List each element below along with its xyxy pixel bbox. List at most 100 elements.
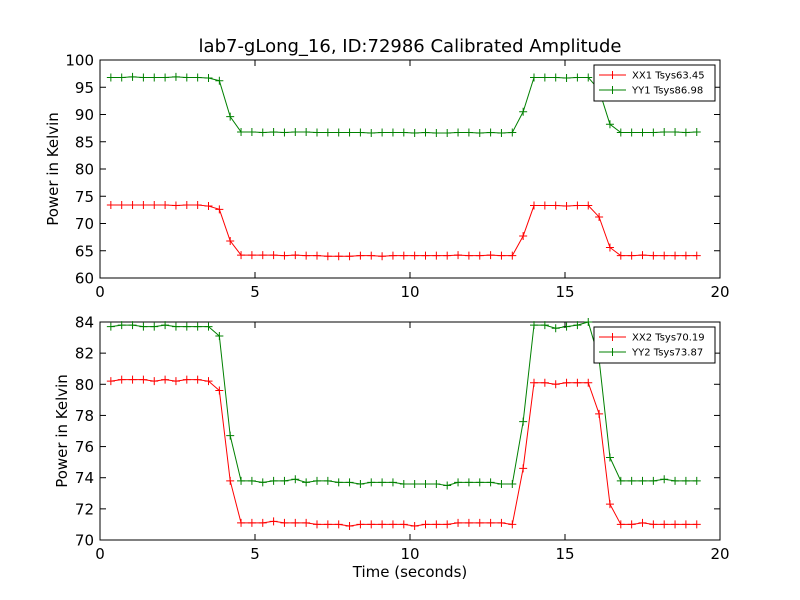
bottom-series-0-point-4 — [150, 377, 159, 386]
top-series-1-point-37 — [508, 128, 517, 137]
top-series-1-point-8 — [193, 73, 202, 82]
bottom-series-1-point-31 — [443, 481, 452, 490]
bottom-series-0-point-48 — [627, 520, 636, 529]
bottom-series-0-point-8 — [193, 375, 202, 384]
top-series-0-point-47 — [616, 251, 625, 260]
top-series-1-point-48 — [627, 128, 636, 137]
bottom-series-1-point-25 — [378, 478, 387, 487]
bottom-series-1-point-5 — [161, 321, 170, 330]
bottom-series-0-point-13 — [247, 518, 256, 527]
bottom-series-0-point-21 — [334, 520, 343, 529]
top-series-0-point-25 — [378, 252, 387, 261]
top-series-0-point-52 — [671, 251, 680, 260]
bottom-series-1-point-8 — [193, 322, 202, 331]
top-series-1-point-50 — [649, 128, 658, 137]
top-series-1-point-36 — [497, 129, 506, 138]
bottom-series-1-point-49 — [638, 476, 647, 485]
bottom-series-0-point-39 — [530, 378, 538, 387]
top-y-tick-label-1: 65 — [75, 242, 94, 260]
bottom-series-0-point-20 — [323, 520, 332, 529]
top-series-1-point-44 — [584, 73, 593, 82]
top-series-0-point-24 — [367, 251, 376, 260]
top-subplot: lab7-gLong_16, ID:72986 Calibrated Ampli… — [44, 36, 730, 301]
top-y-tick-label-0: 60 — [75, 270, 94, 288]
top-series-0-point-49 — [638, 251, 647, 260]
bottom-x-tick-label-3: 15 — [555, 545, 574, 563]
bottom-series-0-point-43 — [573, 378, 582, 387]
bottom-series-0-point-0 — [106, 377, 115, 386]
bottom-series-1-point-13 — [247, 476, 256, 485]
top-series-1-point-28 — [410, 129, 419, 138]
bottom-series-0-point-34 — [475, 518, 484, 527]
top-series-1-point-32 — [454, 128, 463, 137]
bottom-series-0-point-7 — [182, 375, 191, 384]
bottom-series-0-point-27 — [399, 520, 408, 529]
top-series-1-point-26 — [388, 128, 397, 137]
top-series-1-point-4 — [150, 73, 159, 82]
top-series-1-point-21 — [334, 128, 343, 137]
top-series-0-point-26 — [388, 251, 397, 260]
bottom-series-0-point-24 — [367, 520, 376, 529]
top-series-1-point-12 — [237, 127, 246, 136]
top-series-0-point-45 — [595, 212, 604, 221]
bottom-series-1-point-38 — [519, 417, 528, 426]
top-legend-box — [593, 64, 716, 102]
top-series-1-point-23 — [356, 128, 365, 137]
top-series-1-point-34 — [475, 129, 484, 138]
top-series-1-point-24 — [367, 129, 376, 138]
bottom-y-tick-label-2: 74 — [75, 469, 94, 487]
top-legend: XX1 Tsys63.45 YY1 Tsys86.98 — [593, 64, 716, 102]
bottom-series-0-point-31 — [443, 520, 452, 529]
bottom-series-1-point-16 — [280, 476, 289, 485]
bottom-x-axis-label: Time (seconds) — [352, 563, 468, 581]
top-legend-label-xx1: XX1 Tsys63.45 — [632, 71, 705, 82]
top-series-1-point-19 — [313, 128, 321, 137]
top-series-1-point-9 — [204, 73, 213, 82]
bottom-series-1-point-17 — [291, 475, 300, 484]
bottom-series-0-point-42 — [562, 378, 571, 387]
top-series-0-point-7 — [182, 200, 191, 209]
top-series-0-point-2 — [128, 200, 137, 209]
top-series-1-point-49 — [638, 128, 647, 137]
top-y-tick-label-6: 90 — [75, 106, 94, 124]
top-y-tick-label-5: 85 — [75, 133, 94, 151]
top-series-1-point-6 — [171, 72, 180, 81]
bottom-series-0-point-47 — [616, 520, 625, 529]
top-series-0-point-0 — [106, 200, 115, 209]
top-series-0-point-50 — [649, 251, 658, 260]
top-y-tick-label-2: 70 — [75, 215, 94, 233]
top-series-0-point-54 — [692, 251, 701, 260]
top-series-0-point-34 — [475, 251, 484, 260]
top-chart-title: lab7-gLong_16, ID:72986 Calibrated Ampli… — [199, 36, 622, 57]
top-series-0-point-10 — [215, 205, 224, 214]
bottom-y-tick-label-3: 76 — [75, 438, 94, 456]
top-series-1-point-13 — [247, 127, 256, 136]
top-series-0-point-36 — [497, 251, 506, 260]
bottom-series-0-point-36 — [497, 518, 506, 527]
bottom-x-tick-label-1: 5 — [250, 545, 260, 563]
bottom-series-1-point-37 — [508, 479, 517, 488]
bottom-y-tick-label-6: 82 — [75, 345, 94, 363]
bottom-series-1-point-32 — [454, 478, 463, 487]
bottom-series-0-point-12 — [237, 518, 246, 527]
bottom-series-0-point-6 — [171, 377, 180, 386]
top-series-0-point-39 — [530, 201, 538, 210]
top-series-0-point-14 — [258, 251, 267, 260]
bottom-series-0-point-5 — [161, 375, 170, 384]
bottom-legend-label-xx2: XX2 Tsys70.19 — [632, 333, 705, 344]
top-series-0-point-1 — [117, 200, 126, 209]
top-series-1-point-17 — [291, 127, 300, 136]
bottom-series-0-point-32 — [454, 518, 463, 527]
bottom-series-0-point-25 — [378, 520, 387, 529]
top-ticks-layer: 0 5 10 15 20 60 65 70 75 80 85 90 95 100 — [65, 52, 729, 302]
top-series-0-point-33 — [464, 251, 473, 260]
bottom-series-1-point-54 — [692, 476, 701, 485]
top-series-1-point-3 — [139, 73, 148, 82]
top-series-0-point-13 — [247, 251, 256, 260]
top-series-1-point-20 — [323, 128, 332, 137]
bottom-ticks-layer: 0 5 10 15 20 70 72 74 76 78 80 82 84 — [75, 314, 730, 564]
top-series-1-point-47 — [616, 128, 625, 137]
top-series-0-point-29 — [421, 251, 430, 260]
bottom-series-1-point-0 — [106, 322, 115, 331]
bottom-series-0-point-28 — [410, 521, 419, 530]
